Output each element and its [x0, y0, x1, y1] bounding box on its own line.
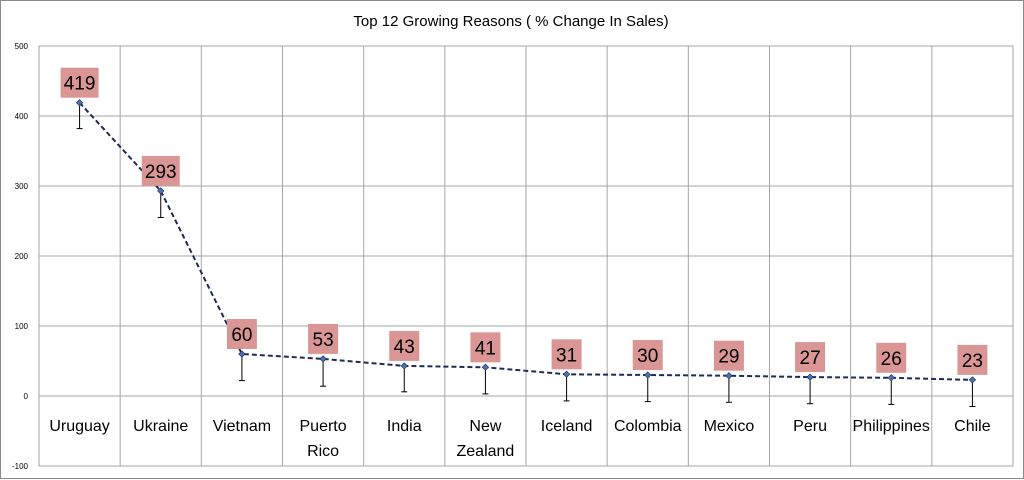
- data-label-box: [389, 330, 420, 361]
- data-point: [75, 99, 84, 107]
- x-tick-label: Chile: [954, 418, 991, 435]
- data-label: 43: [389, 330, 420, 361]
- x-tick-label: Iceland: [541, 418, 593, 435]
- x-tick-label: Philippines: [853, 418, 930, 435]
- data-point: [157, 187, 165, 195]
- data-label: 23: [957, 344, 988, 375]
- data-label-text: 41: [475, 338, 496, 359]
- data-label-box: [141, 155, 180, 186]
- data-label-box: [60, 67, 99, 98]
- data-point: [400, 362, 408, 370]
- data-label: 419: [60, 67, 99, 98]
- data-point: [481, 363, 490, 371]
- grid: [38, 45, 1014, 467]
- x-tick-label: Uruguay: [49, 418, 109, 435]
- y-tick-label: 100: [15, 322, 29, 331]
- data-label: 31: [551, 339, 582, 370]
- data-label: 26: [876, 342, 907, 373]
- data-markers: [75, 99, 977, 384]
- y-tick-label: 300: [15, 182, 29, 191]
- data-point: [968, 376, 977, 384]
- data-label-text: 26: [881, 349, 902, 370]
- data-label-text: 293: [145, 162, 177, 183]
- data-point: [887, 374, 895, 382]
- x-tick-label: Vietnam: [213, 418, 271, 435]
- data-label-box: [226, 319, 257, 349]
- data-label-text: 29: [718, 347, 739, 368]
- data-point: [238, 350, 246, 358]
- data-label: 53: [308, 323, 339, 354]
- data-label: 41: [470, 332, 501, 363]
- data-label-box: [876, 342, 907, 373]
- data-label: 60: [226, 319, 257, 349]
- data-label-text: 23: [962, 351, 983, 372]
- chart-title: Top 12 Growing Reasons ( % Change In Sal…: [353, 13, 668, 30]
- data-label: 27: [795, 342, 826, 373]
- data-label: 29: [713, 340, 744, 371]
- data-label-text: 27: [800, 348, 821, 369]
- data-point: [725, 372, 733, 380]
- data-label-box: [957, 344, 988, 375]
- x-tick-label: Ukraine: [133, 418, 188, 435]
- y-tick-label: 400: [15, 112, 29, 121]
- data-label-box: [632, 340, 663, 370]
- data-point: [806, 373, 814, 381]
- y-tick-label: 500: [15, 42, 29, 51]
- y-axis-ticks: 500 400 300 200 100 0 -100: [12, 42, 29, 471]
- data-point: [562, 370, 571, 378]
- data-label-text: 30: [637, 346, 658, 367]
- data-label-text: 43: [394, 337, 415, 358]
- data-labels: 419 293 60 53 43 41 31 30 29 27 26 23: [60, 67, 988, 375]
- y-tick-label: 0: [24, 392, 29, 401]
- data-label-text: 419: [64, 74, 96, 95]
- data-point: [319, 355, 327, 363]
- y-tick-label: -100: [12, 462, 29, 471]
- x-tick-label: Mexico: [704, 418, 755, 435]
- data-label-box: [713, 340, 744, 371]
- x-axis-ticks: Uruguay Ukraine Vietnam Puerto Rico India New Z…: [49, 418, 990, 460]
- data-label-box: [795, 342, 826, 373]
- error-bars: [76, 102, 976, 407]
- data-label-box: [470, 332, 501, 363]
- x-tick-label: Puerto Rico: [300, 418, 347, 460]
- series-line: [78, 102, 973, 381]
- data-point: [644, 371, 652, 379]
- data-label-text: 60: [231, 325, 252, 346]
- x-tick-label: India: [387, 418, 422, 435]
- x-tick-label: New Zealand: [457, 418, 515, 460]
- data-label-box: [551, 339, 582, 370]
- data-label-text: 31: [556, 345, 577, 366]
- data-label-box: [308, 323, 339, 354]
- x-tick-label: Peru: [793, 418, 827, 435]
- data-label: 293: [141, 155, 180, 186]
- y-tick-label: 200: [15, 252, 29, 261]
- data-label: 30: [632, 340, 663, 370]
- series-line-group: [78, 102, 973, 381]
- x-tick-label: Colombia: [614, 418, 682, 435]
- data-label-text: 53: [313, 330, 334, 351]
